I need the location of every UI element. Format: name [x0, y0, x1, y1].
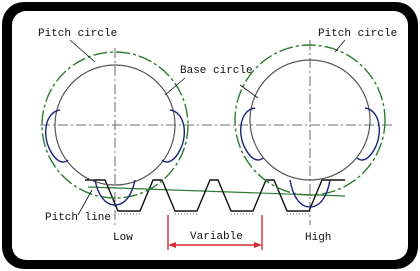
label: Base circle: [180, 65, 253, 77]
diagram: Pitch circle Pitch circle Base circle Pi…: [0, 0, 420, 271]
label: Pitch circle: [38, 28, 117, 40]
label: Pitch circle: [318, 28, 397, 40]
label: Variable: [190, 231, 243, 243]
label: Pitch line: [45, 212, 111, 224]
label: Low: [113, 232, 133, 244]
label: High: [305, 232, 331, 244]
